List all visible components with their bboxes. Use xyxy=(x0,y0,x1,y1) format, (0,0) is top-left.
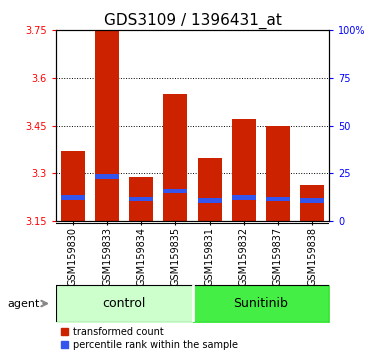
Bar xyxy=(61,195,85,200)
Text: Sunitinib: Sunitinib xyxy=(233,297,288,310)
Bar xyxy=(164,94,187,221)
Text: GDS3109 / 1396431_at: GDS3109 / 1396431_at xyxy=(104,12,281,29)
Bar xyxy=(300,184,324,221)
Bar xyxy=(129,196,153,201)
Bar xyxy=(95,174,119,179)
Bar xyxy=(61,151,85,221)
Bar xyxy=(232,195,256,200)
Bar xyxy=(266,196,290,201)
Bar xyxy=(232,119,256,221)
Bar xyxy=(300,198,324,203)
Bar xyxy=(129,177,153,221)
Text: control: control xyxy=(102,297,146,310)
Bar xyxy=(95,30,119,221)
Bar xyxy=(198,158,221,221)
Bar xyxy=(266,126,290,221)
Legend: transformed count, percentile rank within the sample: transformed count, percentile rank withi… xyxy=(61,327,238,350)
Bar xyxy=(164,189,187,193)
Bar xyxy=(198,198,221,203)
Text: agent: agent xyxy=(8,298,40,309)
